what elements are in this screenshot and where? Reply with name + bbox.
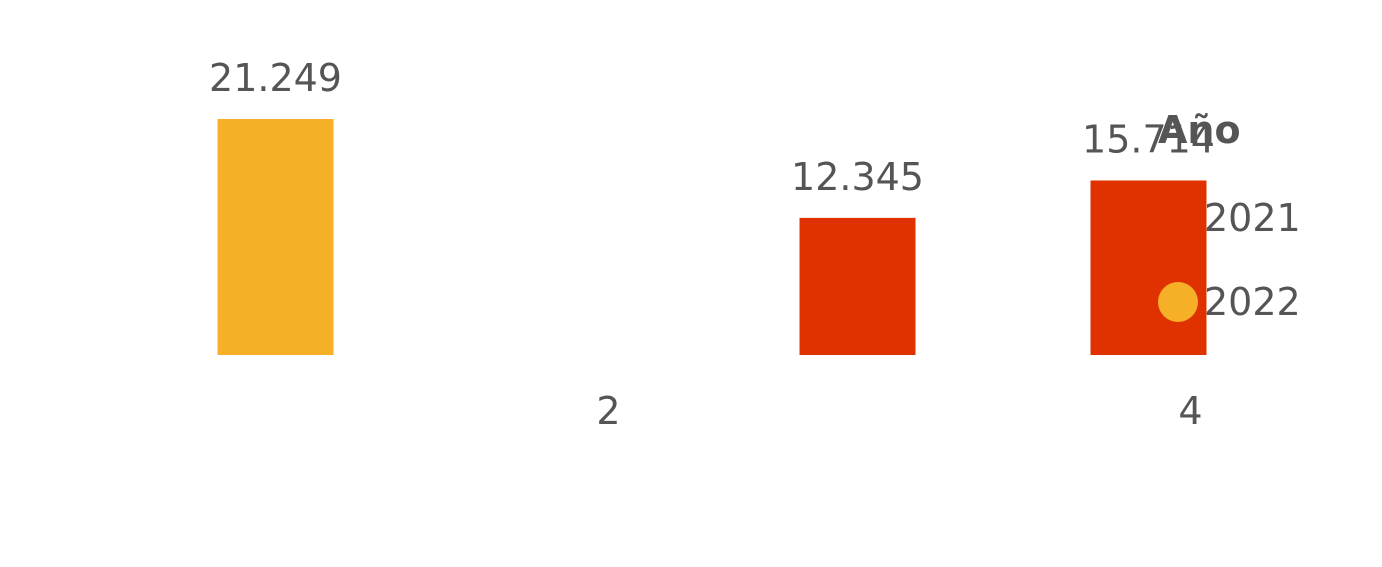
data-label-2022-cat0: 21.249 — [209, 56, 342, 100]
legend-swatch-2021 — [1158, 198, 1198, 238]
legend-item-2021[interactable]: 2021 — [1158, 196, 1301, 240]
legend-item-2022[interactable]: 2022 — [1158, 280, 1301, 324]
legend-label-2022: 2022 — [1204, 280, 1301, 324]
x-tick-label-2: 2 — [596, 389, 620, 433]
legend-label-2021: 2021 — [1204, 196, 1301, 240]
legend-swatch-2022 — [1158, 282, 1198, 322]
legend: Año 2021 2022 — [1158, 104, 1301, 324]
data-label-2021-cat2: 12.345 — [791, 155, 924, 199]
value-labels-group: 21.249 12.345 15.714 — [209, 56, 1215, 199]
bar-2022-cat0[interactable] — [217, 119, 334, 355]
x-tick-label-4: 4 — [1178, 389, 1202, 433]
bar-2021-cat2[interactable] — [799, 217, 916, 355]
bars-group — [217, 119, 1207, 355]
data-label-2021-cat3: 15.714 — [1082, 117, 1215, 161]
legend-title: Año — [1158, 108, 1241, 152]
